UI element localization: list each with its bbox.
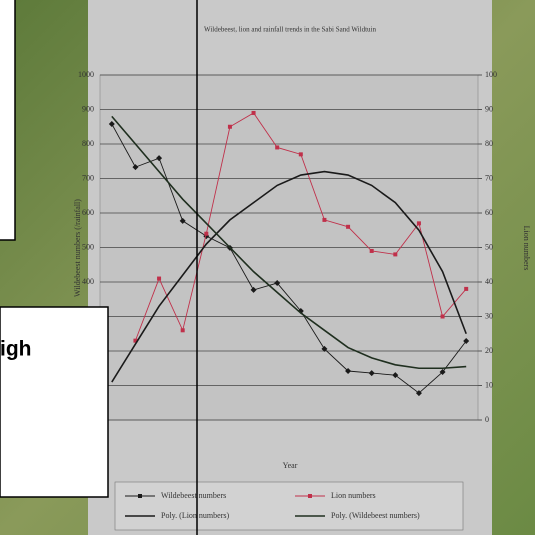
point — [439, 369, 446, 376]
plot: 0100200300400500600700800900100001020304… — [78, 70, 497, 424]
series-line — [111, 170, 467, 383]
text-box — [0, 306, 109, 498]
y2-tick-label: 10 — [485, 380, 493, 389]
point — [274, 280, 281, 287]
point — [179, 217, 186, 224]
point — [416, 221, 421, 226]
point — [415, 390, 422, 397]
text-box-text: igh — [0, 338, 32, 361]
point — [250, 286, 257, 293]
point — [464, 286, 469, 291]
point — [298, 152, 303, 157]
y2-tick-label: 70 — [485, 173, 493, 182]
y-tick-label: 600 — [82, 208, 94, 217]
legend-marker — [308, 494, 312, 498]
y-tick-label: 700 — [82, 173, 94, 182]
point — [157, 276, 162, 281]
y-tick-label: 800 — [82, 139, 94, 148]
point — [204, 231, 209, 236]
y2-tick-label: 30 — [485, 311, 493, 320]
y-tick-label: 1000 — [78, 70, 94, 79]
y2-tick-label: 100 — [485, 70, 497, 79]
point — [368, 370, 375, 377]
point — [275, 145, 280, 150]
slide-box — [0, 0, 16, 241]
y2-tick-label: 0 — [485, 415, 489, 424]
series-line — [111, 123, 467, 394]
point — [463, 337, 470, 344]
y2-axis-label: Lion numbers — [522, 226, 531, 271]
y-tick-label: 900 — [82, 104, 94, 113]
point — [227, 124, 232, 129]
y-tick-label: 400 — [82, 277, 94, 286]
point — [108, 120, 115, 127]
legend-label: Poly. (Lion numbers) — [161, 511, 229, 520]
legend-label: Poly. (Wildebeest numbers) — [331, 511, 420, 520]
y2-tick-label: 50 — [485, 242, 493, 251]
point — [345, 368, 352, 375]
legend — [114, 481, 464, 531]
y2-tick-label: 40 — [485, 277, 493, 286]
y-tick-label: 500 — [82, 242, 94, 251]
y2-tick-label: 90 — [485, 104, 493, 113]
chart-title: Wildebeest, lion and rainfall trends in … — [204, 26, 376, 34]
y2-tick-label: 60 — [485, 208, 493, 217]
point — [440, 314, 445, 319]
legend-label: Wildebeest numbers — [161, 491, 226, 500]
point — [321, 345, 328, 352]
y-axis-label: Wildebeest numbers (/rainfall) — [73, 199, 82, 297]
y2-tick-label: 20 — [485, 346, 493, 355]
x-axis-label: Year — [283, 461, 298, 470]
point — [133, 338, 138, 343]
y2-tick-label: 80 — [485, 139, 493, 148]
point — [180, 328, 185, 333]
point — [346, 224, 351, 229]
point — [132, 164, 139, 171]
point — [251, 110, 256, 115]
point — [322, 217, 327, 222]
legend-label: Lion numbers — [331, 491, 376, 500]
point — [156, 155, 163, 162]
legend-marker — [138, 494, 142, 498]
legend-items: Wildebeest numbers Lion numbers Poly. (Lio… — [125, 491, 420, 520]
point — [369, 248, 374, 253]
point — [393, 252, 398, 257]
point — [392, 372, 399, 379]
series-line — [111, 115, 467, 370]
